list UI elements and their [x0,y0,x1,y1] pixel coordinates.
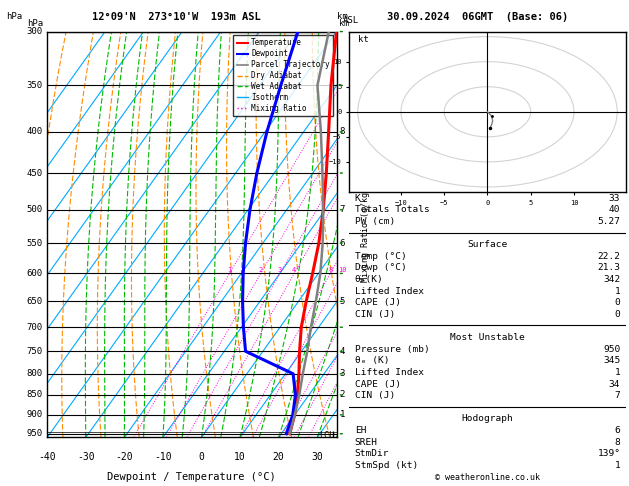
Text: 400: 400 [26,127,43,137]
Text: 300: 300 [26,27,43,36]
Text: ASL: ASL [343,16,359,25]
Text: Lifted Index: Lifted Index [355,287,423,295]
Text: 1: 1 [615,368,620,377]
Text: 12°09'N  273°10'W  193m ASL: 12°09'N 273°10'W 193m ASL [92,12,260,22]
Text: 33: 33 [609,194,620,203]
Text: LCL: LCL [320,431,335,439]
Text: EH: EH [355,426,366,435]
Text: 700: 700 [26,323,43,332]
Text: 500: 500 [26,205,43,214]
Text: 7: 7 [340,205,345,214]
Text: θₑ(K): θₑ(K) [355,275,384,284]
Text: 10: 10 [338,267,347,274]
Text: 0: 0 [615,298,620,307]
Text: 1: 1 [615,287,620,295]
Text: 34: 34 [609,380,620,388]
Text: 800: 800 [26,369,43,378]
Text: 1: 1 [340,410,345,419]
Text: 8: 8 [615,437,620,447]
Text: SREH: SREH [355,437,377,447]
Text: 22.2: 22.2 [598,252,620,261]
Text: -10: -10 [154,451,172,462]
Text: 10: 10 [234,451,246,462]
Text: 8: 8 [328,267,332,274]
Text: 1: 1 [227,267,231,274]
Text: 6: 6 [340,239,345,247]
Text: Dewp (°C): Dewp (°C) [355,263,406,273]
Text: Mixing Ratio (g/kg): Mixing Ratio (g/kg) [361,187,370,282]
Text: 900: 900 [26,410,43,419]
Text: 4: 4 [292,267,296,274]
Text: -30: -30 [77,451,94,462]
Text: ASL: ASL [351,34,366,43]
Text: StmDir: StmDir [355,449,389,458]
Text: -20: -20 [116,451,133,462]
Text: 450: 450 [26,169,43,177]
Text: θₑ (K): θₑ (K) [355,356,389,365]
Text: 7: 7 [615,391,620,400]
Text: 550: 550 [26,239,43,247]
Text: 1: 1 [615,461,620,470]
Text: 40: 40 [609,206,620,214]
Text: CIN (J): CIN (J) [355,391,395,400]
Text: 30.09.2024  06GMT  (Base: 06): 30.09.2024 06GMT (Base: 06) [387,12,569,22]
Text: hPa: hPa [26,18,43,28]
Text: Pressure (mb): Pressure (mb) [355,345,430,354]
Text: 342: 342 [603,275,620,284]
Text: 8: 8 [340,127,345,137]
Text: 5: 5 [340,297,345,306]
Text: Totals Totals: Totals Totals [355,206,430,214]
Text: PW (cm): PW (cm) [355,217,395,226]
Text: 0: 0 [615,310,620,319]
Text: 2: 2 [340,390,345,399]
Text: 600: 600 [26,269,43,278]
Text: km: km [337,12,347,21]
Text: 3: 3 [278,267,282,274]
Text: 5.27: 5.27 [598,217,620,226]
Text: 345: 345 [603,356,620,365]
Text: CAPE (J): CAPE (J) [355,380,401,388]
Text: Lifted Index: Lifted Index [355,368,423,377]
Text: 950: 950 [603,345,620,354]
Text: 850: 850 [26,390,43,399]
Text: -40: -40 [38,451,56,462]
Text: 3: 3 [340,369,345,378]
Text: Surface: Surface [467,240,508,249]
Text: 650: 650 [26,297,43,306]
Text: 4: 4 [340,347,345,356]
Text: 6: 6 [615,426,620,435]
Text: Temp (°C): Temp (°C) [355,252,406,261]
Text: 950: 950 [26,429,43,438]
Legend: Temperature, Dewpoint, Parcel Trajectory, Dry Adiabat, Wet Adiabat, Isotherm, Mi: Temperature, Dewpoint, Parcel Trajectory… [233,35,333,116]
Text: 2: 2 [259,267,263,274]
Text: Dewpoint / Temperature (°C): Dewpoint / Temperature (°C) [108,472,276,482]
Text: 0: 0 [199,451,204,462]
Text: 139°: 139° [598,449,620,458]
Text: 20: 20 [273,451,284,462]
Text: Most Unstable: Most Unstable [450,333,525,342]
Text: CIN (J): CIN (J) [355,310,395,319]
Text: kt: kt [358,35,369,44]
Text: hPa: hPa [6,12,23,21]
Text: 750: 750 [26,347,43,356]
Text: K: K [355,194,360,203]
Text: 21.3: 21.3 [598,263,620,273]
Text: 30: 30 [311,451,323,462]
Text: Hodograph: Hodograph [462,415,513,423]
Text: 350: 350 [26,81,43,90]
Text: StmSpd (kt): StmSpd (kt) [355,461,418,470]
Text: © weatheronline.co.uk: © weatheronline.co.uk [435,473,540,482]
Text: km: km [340,18,349,28]
Text: CAPE (J): CAPE (J) [355,298,401,307]
